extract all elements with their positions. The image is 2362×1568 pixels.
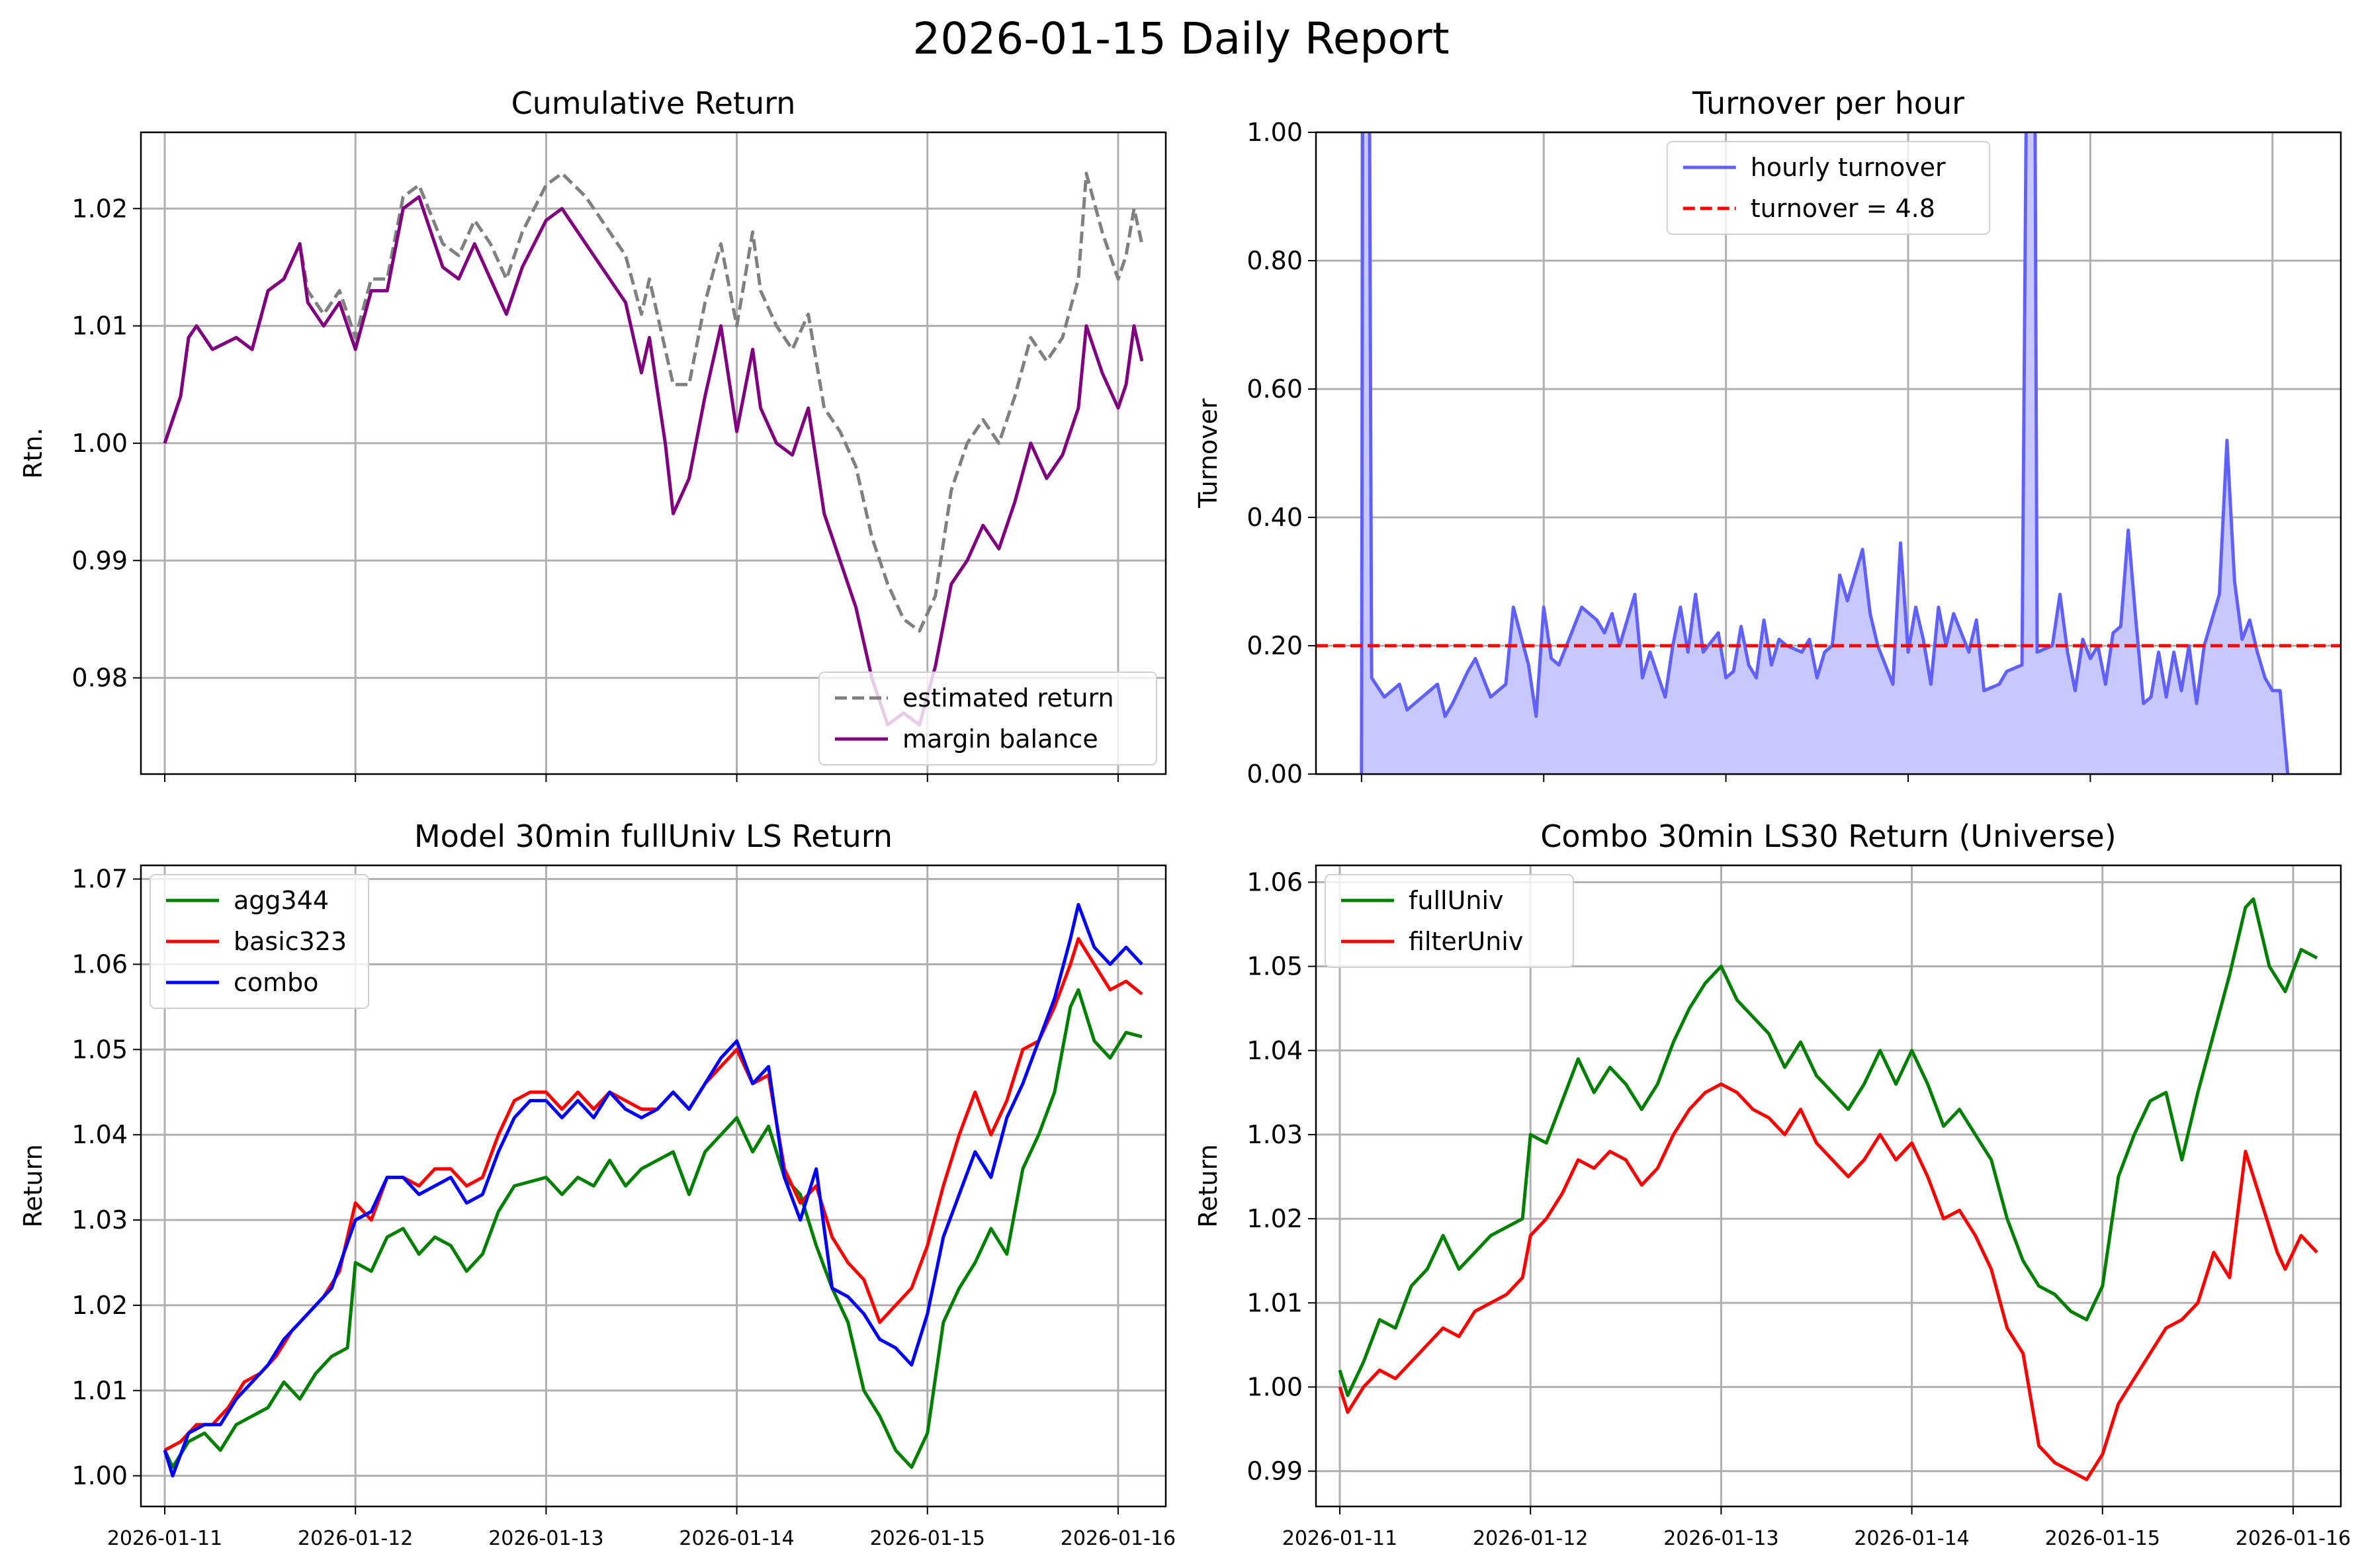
legend-box [150, 874, 369, 1009]
plot-area [1316, 132, 2341, 774]
y-tick-label: 1.03 [71, 1205, 128, 1235]
y-tick-label: 0.00 [1247, 760, 1303, 789]
report-title: 2026-01-15 Daily Report [912, 13, 1450, 64]
y-tick-label: 1.05 [1247, 952, 1303, 981]
x-tick-label: 2026-01-12 [298, 1527, 413, 1550]
y-tick-label: 1.03 [1247, 1120, 1303, 1149]
x-tick-label: 2026-01-16 [2236, 1527, 2351, 1550]
chart-model: Model 30min fullUniv LS Return Return 1.00… [19, 818, 1176, 1550]
legend-label: fullUniv [1409, 886, 1504, 915]
series-line [163, 902, 1143, 1478]
legend: estimated return margin balance [818, 672, 1157, 765]
legend-label: turnover = 4.8 [1751, 194, 1935, 223]
y-tick-label: 1.00 [71, 1461, 128, 1491]
y-tick-label: 1.01 [1247, 1288, 1303, 1317]
chart-title: Combo 30min LS30 Return (Universe) [1540, 818, 2116, 854]
axes-frame [140, 864, 1167, 1508]
y-tick-label: 1.04 [71, 1120, 128, 1149]
x-tick-label: 2026-01-12 [1473, 1527, 1588, 1550]
series-line [163, 988, 1143, 1469]
x-tick-label: 2026-01-13 [488, 1527, 603, 1550]
y-tick-label: 0.99 [1247, 1457, 1303, 1486]
y-tick-label: 1.06 [71, 949, 128, 979]
legend-box [1325, 874, 1574, 968]
y-tick-label: 0.60 [1247, 374, 1303, 404]
y-axis-label: Return [1194, 1144, 1223, 1227]
series-line [1360, 132, 2290, 774]
y-tick-label: 1.02 [1247, 1204, 1303, 1233]
series-line [1338, 1082, 2318, 1481]
x-tick-label: 2026-01-15 [870, 1527, 985, 1550]
y-tick-label: 1.00 [71, 429, 128, 458]
series-line [163, 937, 1143, 1452]
plot-area [163, 902, 1143, 1478]
legend: fullUniv filterUniv [1325, 874, 1574, 968]
x-tick-label: 2026-01-13 [1663, 1527, 1778, 1550]
y-tick-label: 1.04 [1247, 1036, 1303, 1065]
x-tick-label: 2026-01-15 [2045, 1527, 2160, 1550]
chart-title: Turnover per hour [1692, 85, 1964, 121]
legend: agg344 basic323 combo [150, 874, 369, 1009]
y-tick-label: 0.99 [71, 546, 128, 575]
x-tick-label: 2026-01-14 [1854, 1527, 1969, 1550]
y-tick-label: 1.05 [71, 1035, 128, 1064]
series-line [1338, 897, 2318, 1397]
axes-frame [1315, 864, 2342, 1508]
chart-title: Model 30min fullUniv LS Return [414, 818, 893, 854]
y-tick-label: 0.98 [71, 664, 128, 693]
y-tick-label: 1.02 [71, 1291, 128, 1320]
chart-combo: Combo 30min LS30 Return (Universe) Return… [1194, 818, 2351, 1550]
y-tick-label: 1.07 [71, 865, 128, 894]
y-tick-label: 0.20 [1247, 631, 1303, 660]
y-tick-label: 1.01 [71, 312, 128, 341]
y-tick-label: 1.01 [71, 1376, 128, 1405]
x-tick-label: 2026-01-16 [1061, 1527, 1176, 1550]
y-tick-label: 0.40 [1247, 503, 1303, 532]
y-tick-label: 0.80 [1247, 246, 1303, 275]
x-tick-label: 2026-01-11 [107, 1527, 222, 1550]
y-tick-label: 1.00 [1247, 118, 1303, 147]
legend-box [1666, 141, 1991, 235]
legend-label: filterUniv [1409, 927, 1523, 956]
legend: hourly turnover turnover = 4.8 [1666, 141, 1991, 235]
legend-label: hourly turnover [1751, 153, 1946, 182]
legend-label: agg344 [234, 886, 329, 915]
axes-frame [1315, 131, 2342, 775]
y-axis-label: Turnover [1194, 398, 1223, 509]
x-tick-label: 2026-01-14 [679, 1527, 794, 1550]
y-tick-label: 1.02 [71, 194, 128, 223]
y-axis-label: Rtn. [19, 427, 48, 478]
series-line [163, 171, 1144, 633]
chart-turnover: Turnover per hour Turnover 0.00 0.20 0.40 0.6… [1194, 85, 2342, 789]
series-line [163, 195, 1144, 726]
y-tick-label: 1.00 [1247, 1372, 1303, 1401]
legend-label: combo [234, 968, 319, 997]
chart-title: Cumulative Return [511, 85, 796, 121]
legend-box [818, 672, 1157, 765]
series-fill [1361, 132, 2288, 774]
chart-cumulative: Cumulative Return Rtn. 0.98 0.99 1.00 1.01 1.0… [19, 85, 1167, 782]
axes-frame [140, 131, 1167, 775]
plot-area [1338, 897, 2318, 1481]
y-tick-label: 1.06 [1247, 867, 1303, 896]
x-tick-label: 2026-01-11 [1282, 1527, 1397, 1550]
legend-label: estimated return [902, 683, 1114, 713]
legend-label: basic323 [234, 927, 347, 956]
legend-label: margin balance [902, 724, 1098, 754]
y-axis-label: Return [19, 1144, 48, 1227]
plot-area [163, 171, 1144, 726]
